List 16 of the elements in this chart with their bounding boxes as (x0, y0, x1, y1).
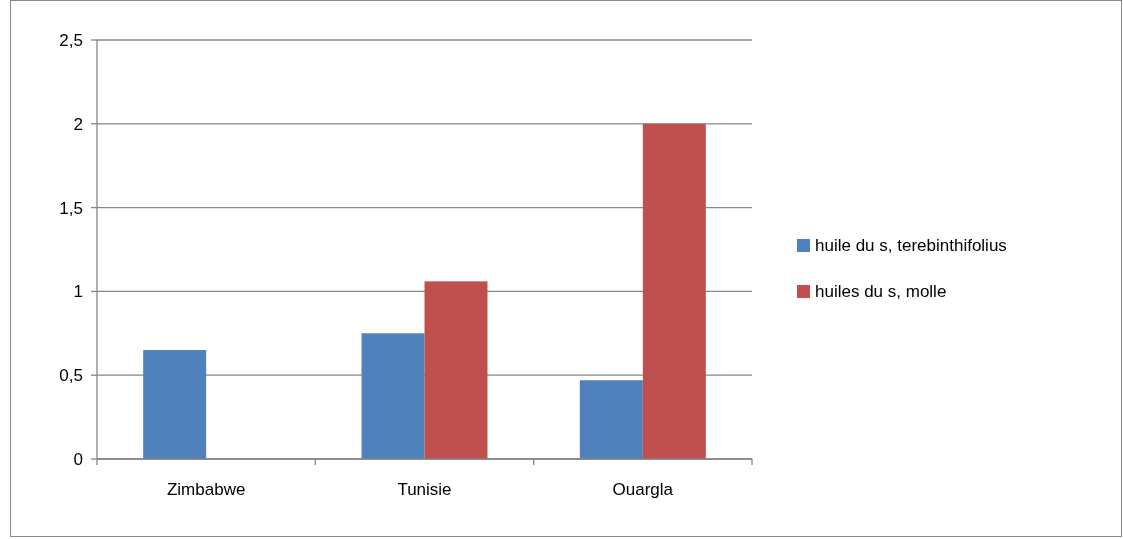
bar (642, 123, 706, 459)
y-tick-label: 0 (73, 449, 83, 469)
y-tick-label: 2 (73, 114, 83, 134)
y-tick-label: 1 (73, 282, 83, 302)
y-tick-label: 2,5 (59, 30, 83, 50)
bar (361, 333, 425, 459)
legend-label: huile du s, terebinthifolius (815, 235, 1007, 255)
x-tick-label: Ouargla (612, 480, 674, 499)
y-tick-label: 0,5 (59, 366, 83, 386)
bar (579, 380, 643, 459)
x-tick-label: Zimbabwe (166, 480, 246, 499)
bar (424, 281, 488, 459)
y-tick-label: 1,5 (59, 198, 83, 218)
bar (143, 350, 207, 459)
x-tick-label: Tunisie (397, 480, 452, 499)
legend-label: huiles du s, molle (815, 281, 947, 301)
